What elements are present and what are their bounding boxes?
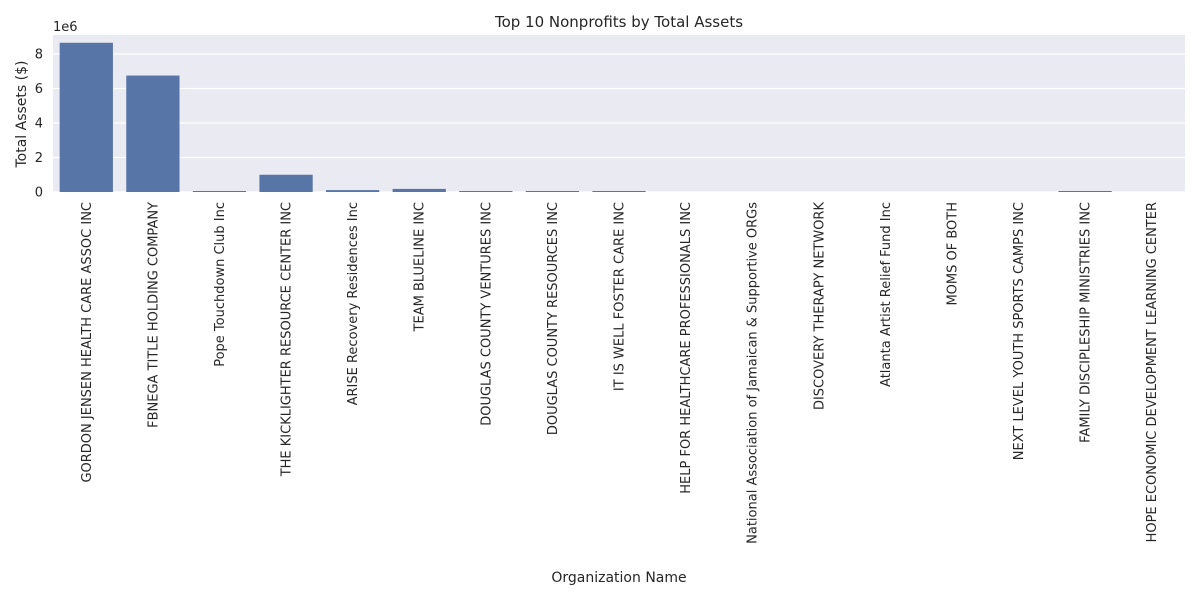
x-tick-labels: GORDON JENSEN HEALTH CARE ASSOC INC FBNEG…: [80, 202, 1160, 544]
x-tick-label: ARISE Recovery Residences Inc: [346, 202, 361, 405]
x-tick-label: FAMILY DISCIPLESHIP MINISTRIES INC: [1079, 202, 1094, 443]
x-tick-label: TEAM BLUELINE INC: [413, 202, 428, 332]
y-tick-labels: 0 2 4 6 8: [35, 47, 43, 200]
x-tick-label: HELP FOR HEALTHCARE PROFESSIONALS INC: [679, 202, 694, 494]
x-tick-label: IT IS WELL FOSTER CARE INC: [613, 202, 628, 391]
x-tick-label: National Association of Jamaican & Suppo…: [746, 202, 761, 544]
y-tick-label: 4: [35, 116, 43, 131]
x-tick-label: HOPE ECONOMIC DEVELOPMENT LEARNING CENTE…: [1145, 202, 1160, 542]
bar: [259, 174, 313, 192]
x-tick-label: FBNEGA TITLE HOLDING COMPANY: [146, 202, 161, 428]
bar: [592, 191, 646, 192]
bar: [392, 188, 446, 192]
y-tick-label: 2: [35, 151, 43, 166]
bar: [326, 190, 380, 192]
x-tick-label: DOUGLAS COUNTY RESOURCES INC: [546, 202, 561, 435]
grid-lines: [53, 53, 1185, 193]
x-tick-label: GORDON JENSEN HEALTH CARE ASSOC INC: [80, 202, 95, 483]
bar: [525, 191, 580, 192]
x-tick-label: Atlanta Artist Relief Fund Inc: [879, 202, 894, 387]
plot-area: [53, 35, 1185, 192]
y-axis-label: Total Assets ($): [14, 61, 30, 169]
bar: [1058, 191, 1112, 192]
y-tick-label: 0: [35, 186, 43, 201]
x-tick-label: Pope Touchdown Club Inc: [213, 202, 228, 367]
x-tick-label: MOMS OF BOTH: [945, 202, 960, 306]
y-scale-label: 1e6: [53, 20, 78, 35]
chart-title: Top 10 Nonprofits by Total Assets: [494, 13, 743, 31]
y-tick-label: 6: [35, 82, 43, 97]
bars: [59, 42, 1112, 193]
bar: [459, 191, 513, 192]
x-tick-label: NEXT LEVEL YOUTH SPORTS CAMPS INC: [1012, 202, 1027, 460]
x-axis-label: Organization Name: [551, 570, 686, 586]
bar: [192, 191, 247, 192]
x-tick-label: DISCOVERY THERAPY NETWORK: [812, 202, 827, 411]
bar: [126, 75, 180, 192]
x-tick-label: DOUGLAS COUNTY VENTURES INC: [479, 202, 494, 426]
x-tick-label: THE KICKLIGHTER RESOURCE CENTER INC: [280, 202, 295, 477]
bar: [59, 42, 113, 193]
y-tick-label: 8: [35, 47, 43, 62]
